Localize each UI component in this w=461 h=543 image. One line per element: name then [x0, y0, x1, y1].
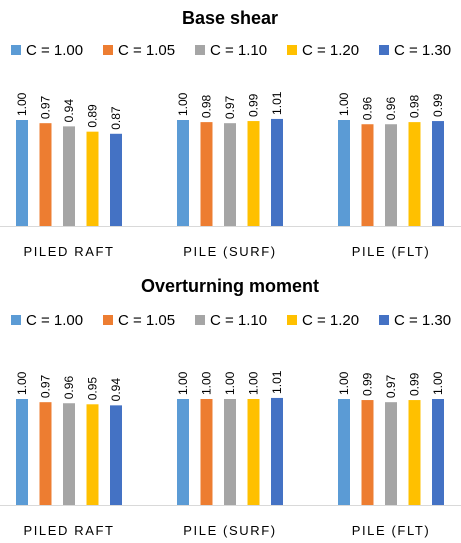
bar: [16, 120, 28, 226]
data-label: 0.96: [361, 97, 375, 121]
category-label: PILE (SURF): [183, 244, 276, 259]
category-label: PILE (FLT): [352, 244, 431, 259]
data-label: 0.87: [109, 106, 123, 130]
legend-label: C = 1.00: [26, 312, 83, 329]
data-label: 1.00: [176, 92, 190, 116]
category-label: PILED RAFT: [23, 244, 114, 259]
legend: C = 1.00 C = 1.05 C = 1.10 C = 1.20 C = 1.30: [11, 312, 451, 329]
legend-swatch: [195, 45, 205, 55]
data-label: 1.00: [223, 371, 237, 395]
bar: [110, 405, 122, 505]
data-label: 0.98: [200, 94, 214, 118]
data-label: 1.00: [247, 371, 261, 395]
chart-base-shear: Base shear C = 1.00 C = 1.05 C = 1.10 C = 1…: [0, 8, 461, 259]
bar: [408, 122, 421, 226]
bar: [247, 399, 260, 505]
bar: [177, 120, 189, 226]
category-label: PILE (SURF): [183, 523, 276, 538]
bar: [408, 400, 421, 505]
category-labels: PILED RAFT PILE (SURF) PILE (FLT): [23, 244, 431, 259]
data-label: 1.01: [270, 91, 284, 115]
bar: [247, 121, 260, 226]
legend-label: C = 1.20: [302, 312, 359, 329]
bar: [63, 126, 75, 226]
category-labels: PILED RAFT PILE (SURF) PILE (FLT): [23, 523, 431, 538]
plot-area: 1.00 0.97 0.96 0.95 0.94 1.00 1.00 1.00 1.00 1.01…: [15, 370, 445, 505]
legend-label: C = 1.05: [118, 312, 175, 329]
data-label: 1.00: [200, 371, 214, 395]
bar: [39, 402, 52, 505]
category-label: PILED RAFT: [23, 523, 114, 538]
data-label: 0.99: [247, 93, 261, 117]
bar: [200, 122, 213, 226]
legend-label: C = 1.30: [394, 42, 451, 59]
legend-swatch: [11, 45, 21, 55]
bar: [432, 121, 444, 226]
bar: [271, 118, 283, 226]
legend-swatch: [11, 315, 21, 325]
bar: [16, 399, 28, 505]
data-label: 1.00: [337, 371, 351, 395]
data-label: 1.00: [15, 92, 29, 116]
legend-label: C = 1.20: [302, 42, 359, 59]
legend-swatch: [195, 315, 205, 325]
bar: [361, 124, 374, 226]
bar: [224, 399, 236, 505]
data-label: 0.94: [62, 99, 76, 123]
bar: [63, 403, 75, 505]
data-label: 1.00: [431, 371, 445, 395]
data-label: 0.96: [384, 97, 398, 121]
chart-title: Base shear: [182, 8, 278, 28]
legend: C = 1.00 C = 1.05 C = 1.10 C = 1.20 C = 1.30: [11, 42, 451, 59]
data-label: 0.97: [384, 374, 398, 398]
data-label: 1.00: [15, 371, 29, 395]
bar: [432, 399, 444, 505]
bar: [177, 399, 189, 505]
data-label: 0.97: [39, 95, 53, 119]
bar: [385, 402, 397, 505]
bar: [86, 131, 99, 226]
bar: [338, 120, 350, 226]
bar: [86, 404, 99, 505]
plot-area: 1.00 0.97 0.94 0.89 0.87 1.00 0.98 0.97 0.99 1.01…: [15, 91, 445, 226]
bar: [224, 123, 236, 226]
data-label: 1.01: [270, 370, 284, 394]
bar: [110, 133, 122, 226]
chart-overturning-moment: Overturning moment C = 1.00 C = 1.05 C = 1…: [0, 276, 461, 538]
legend-label: C = 1.00: [26, 42, 83, 59]
data-label: 0.99: [431, 93, 445, 117]
bar: [39, 123, 52, 226]
legend-swatch: [103, 315, 113, 325]
data-label: 0.97: [223, 95, 237, 119]
legend-label: C = 1.10: [210, 312, 267, 329]
bar: [361, 400, 374, 505]
legend-swatch: [379, 315, 389, 325]
chart-title: Overturning moment: [141, 276, 319, 296]
data-label: 0.94: [109, 378, 123, 402]
data-label: 0.98: [408, 94, 422, 118]
data-label: 0.95: [86, 377, 100, 401]
bar: [385, 124, 397, 226]
legend-swatch: [379, 45, 389, 55]
data-label: 0.99: [408, 372, 422, 396]
legend-swatch: [103, 45, 113, 55]
legend-swatch: [287, 315, 297, 325]
data-label: 0.89: [86, 104, 100, 128]
bar: [338, 399, 350, 505]
category-label: PILE (FLT): [352, 523, 431, 538]
bar: [271, 397, 283, 505]
data-label: 1.00: [176, 371, 190, 395]
legend-label: C = 1.30: [394, 312, 451, 329]
data-label: 0.96: [62, 376, 76, 400]
legend-swatch: [287, 45, 297, 55]
bar: [200, 399, 213, 505]
data-label: 0.99: [361, 372, 375, 396]
legend-label: C = 1.05: [118, 42, 175, 59]
data-label: 1.00: [337, 92, 351, 116]
legend-label: C = 1.10: [210, 42, 267, 59]
data-label: 0.97: [39, 374, 53, 398]
